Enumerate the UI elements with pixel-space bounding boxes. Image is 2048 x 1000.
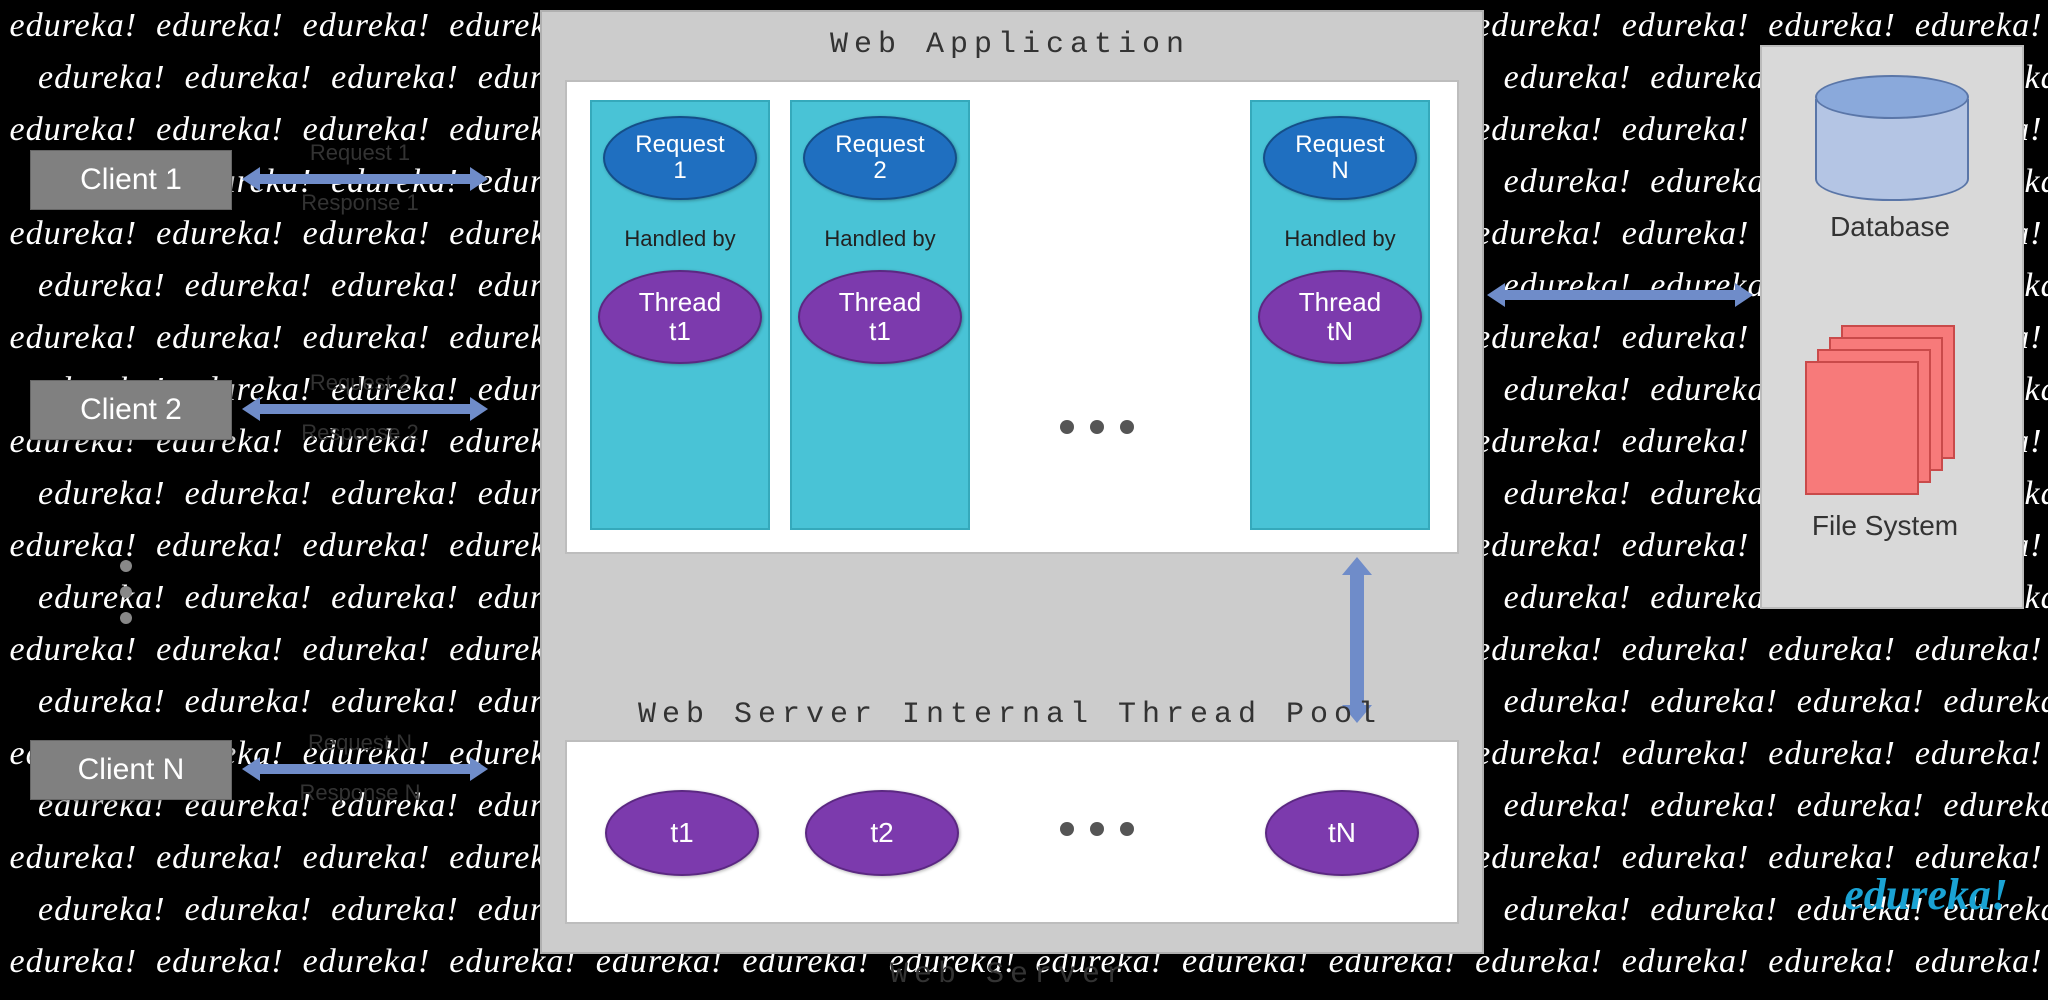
handled-by-label: Handled by [624, 226, 735, 252]
request-label: Request 1 [255, 140, 465, 166]
file-system-label: File System [1800, 510, 1970, 542]
handlers-ellipsis-dots [1060, 420, 1134, 434]
arrow-client-server [260, 404, 470, 414]
client-box: Client 2 [30, 380, 232, 440]
database-label: Database [1815, 211, 1965, 243]
request-label: Request N [255, 730, 465, 756]
database-icon: Database [1815, 75, 1965, 243]
request-handler-column: Request2 Handled by Threadt1 [790, 100, 970, 530]
pool-thread-ellipse: t2 [805, 790, 959, 876]
pool-thread-ellipse: tN [1265, 790, 1419, 876]
request-handler-column: RequestN Handled by ThreadtN [1250, 100, 1430, 530]
pool-thread-ellipse: t1 [605, 790, 759, 876]
client-box: Client 1 [30, 150, 232, 210]
handled-by-label: Handled by [1284, 226, 1395, 252]
clients-ellipsis-dots [120, 560, 132, 624]
arrow-webapp-threadpool [1350, 575, 1364, 705]
request-label: Request 2 [255, 370, 465, 396]
thread-ellipse: Threadt1 [798, 270, 962, 364]
web-application-title: Web Application [540, 28, 1480, 62]
client-box: Client N [30, 740, 232, 800]
arrow-client-server [260, 764, 470, 774]
web-server-footer: Web Server [540, 958, 1480, 992]
arrow-client-server [260, 174, 470, 184]
thread-ellipse: ThreadtN [1258, 270, 1422, 364]
response-label: Response 1 [255, 190, 465, 216]
request-ellipse: Request2 [803, 116, 957, 200]
thread-ellipse: Threadt1 [598, 270, 762, 364]
response-label: Response 2 [255, 420, 465, 446]
request-ellipse: Request1 [603, 116, 757, 200]
request-ellipse: RequestN [1263, 116, 1417, 200]
response-label: Response N [255, 780, 465, 806]
arrow-server-storage [1505, 290, 1735, 300]
brand-logo: edureka! [1844, 869, 2008, 920]
request-handler-column: Request1 Handled by Threadt1 [590, 100, 770, 530]
handled-by-label: Handled by [824, 226, 935, 252]
thread-pool-title: Web Server Internal Thread Pool [540, 698, 1480, 732]
thread-pool-ellipsis-dots [1060, 822, 1134, 836]
